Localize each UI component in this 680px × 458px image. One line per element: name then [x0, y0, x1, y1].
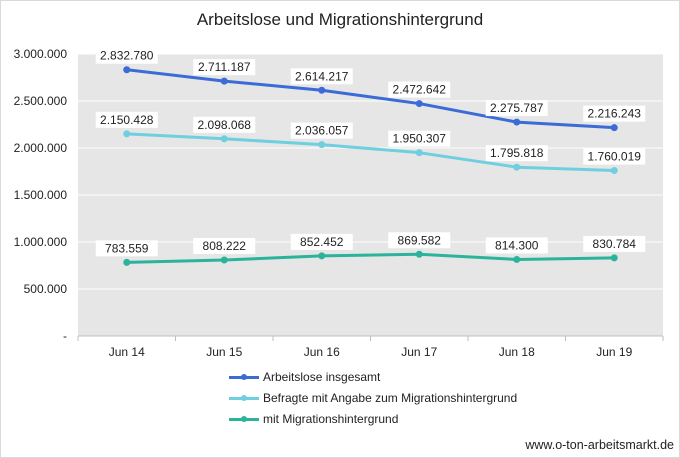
- data-label: 2.711.187: [198, 60, 251, 74]
- data-point: [415, 100, 423, 108]
- legend-swatch-icon: [229, 393, 259, 403]
- data-label: 1.795.818: [490, 146, 544, 160]
- data-label: 2.216.243: [588, 107, 642, 121]
- x-tick-label: Jun 15: [206, 345, 242, 359]
- data-label-box: [583, 148, 646, 165]
- data-point: [123, 258, 131, 266]
- legend-item: mit Migrationshintergrund: [229, 408, 517, 429]
- data-label: 2.098.068: [198, 118, 252, 132]
- data-label-box: [193, 116, 256, 133]
- data-label: 869.582: [398, 233, 442, 247]
- data-point: [318, 252, 326, 260]
- x-tick-label: Jun 17: [401, 345, 437, 359]
- data-point: [610, 124, 618, 132]
- data-point: [610, 254, 618, 262]
- x-tick-label: Jun 16: [304, 345, 340, 359]
- data-point: [415, 149, 423, 157]
- legend-label: mit Migrationshintergrund: [263, 411, 399, 426]
- legend-label: Arbeitslose insgesamt: [263, 369, 381, 384]
- series-group: 2.832.780 2.711.187 2.614.217 2.472.642 2.27…: [95, 47, 646, 132]
- legend-swatch-icon: [229, 372, 259, 382]
- data-label: 2.472.642: [393, 83, 447, 97]
- y-tick-label: 2.500.000: [14, 94, 68, 108]
- data-label: 2.150.428: [100, 113, 154, 127]
- data-label-box: [95, 240, 158, 257]
- series-line: [125, 252, 616, 264]
- y-tick-label: 3.000.000: [14, 47, 68, 61]
- y-tick-label: 1.500.000: [14, 188, 68, 202]
- data-point: [220, 256, 228, 264]
- data-point: [318, 141, 326, 149]
- data-point: [220, 77, 228, 85]
- y-tick-label: 2.000.000: [14, 141, 68, 155]
- data-point: [513, 163, 521, 171]
- data-label-box: [95, 47, 158, 64]
- series-group: 2.150.428 2.098.068 2.036.057 1.950.307 1.79…: [95, 111, 646, 175]
- data-label-box: [583, 105, 646, 122]
- source-credit: www.o-ton-arbeitsmarkt.de: [525, 438, 674, 452]
- data-label-box: [485, 145, 548, 162]
- data-label-box: [388, 130, 451, 147]
- data-point: [123, 66, 131, 74]
- data-point: [513, 118, 521, 126]
- data-label: 2.036.057: [295, 124, 349, 138]
- data-label-box: [388, 81, 451, 98]
- legend: Arbeitslose insgesamt Befragte mit Angab…: [229, 366, 517, 429]
- legend-marker: [241, 394, 247, 401]
- y-tick-label: 500.000: [24, 282, 68, 296]
- data-label: 783.559: [105, 241, 149, 255]
- data-label-box: [388, 232, 451, 249]
- y-tick-label: -: [63, 329, 67, 343]
- data-point: [513, 255, 521, 263]
- data-label-box: [290, 233, 353, 250]
- data-label-box: [290, 68, 353, 85]
- data-label: 830.784: [593, 237, 637, 251]
- data-point: [415, 250, 423, 258]
- data-label-box: [485, 237, 548, 254]
- data-label: 852.452: [300, 235, 344, 249]
- series-group: 783.559 808.222 852.452 869.582 814.300 830.7…: [95, 232, 646, 266]
- data-label: 1.760.019: [588, 150, 642, 164]
- data-label: 814.300: [495, 238, 539, 252]
- data-label-box: [193, 59, 256, 76]
- legend-swatch-icon: [229, 414, 259, 424]
- data-point: [123, 130, 131, 138]
- data-label-box: [193, 238, 256, 255]
- legend-marker: [241, 373, 247, 380]
- data-label-box: [485, 100, 548, 117]
- data-label: 808.222: [203, 239, 247, 253]
- legend-label: Befragte mit Angabe zum Migrationshinter…: [263, 390, 518, 405]
- x-tick-label: Jun 19: [596, 345, 632, 359]
- data-label-box: [95, 111, 158, 128]
- series-line: [125, 68, 616, 130]
- legend-item: Befragte mit Angabe zum Migrationshinter…: [229, 387, 517, 408]
- data-label: 2.832.780: [100, 49, 154, 63]
- data-label: 2.275.787: [490, 101, 544, 115]
- data-point: [318, 86, 326, 94]
- series-line: [125, 132, 616, 173]
- data-point: [220, 135, 228, 143]
- y-tick-label: 1.000.000: [14, 235, 68, 249]
- data-label-box: [583, 235, 646, 252]
- legend-marker: [241, 415, 247, 422]
- legend-item: Arbeitslose insgesamt: [229, 366, 517, 387]
- data-point: [610, 167, 618, 175]
- data-label: 1.950.307: [393, 132, 447, 146]
- chart-title: Arbeitslose und Migrationshintergrund: [196, 10, 484, 29]
- x-tick-label: Jun 18: [499, 345, 535, 359]
- data-label: 2.614.217: [295, 69, 349, 83]
- data-label-box: [290, 122, 353, 139]
- x-tick-label: Jun 14: [109, 345, 145, 359]
